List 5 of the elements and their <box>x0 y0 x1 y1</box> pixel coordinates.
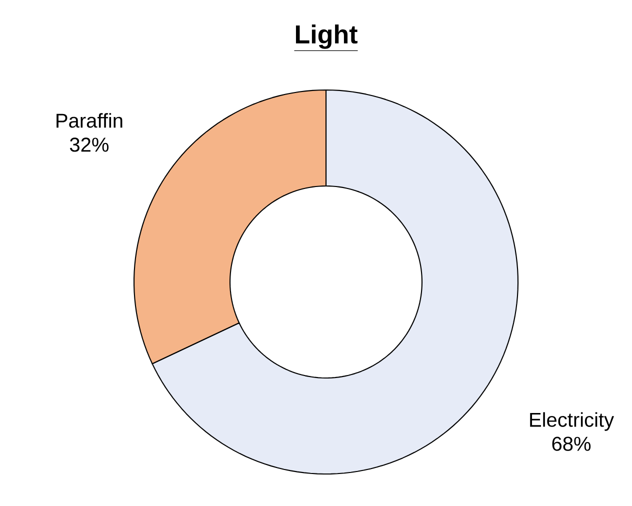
slice-label: Electricity <box>530 412 614 431</box>
slice-label: Paraffin <box>56 113 122 128</box>
data-label: 32% <box>70 138 109 152</box>
chart-title: Light <box>296 24 358 49</box>
data-label: 68% <box>552 436 591 451</box>
